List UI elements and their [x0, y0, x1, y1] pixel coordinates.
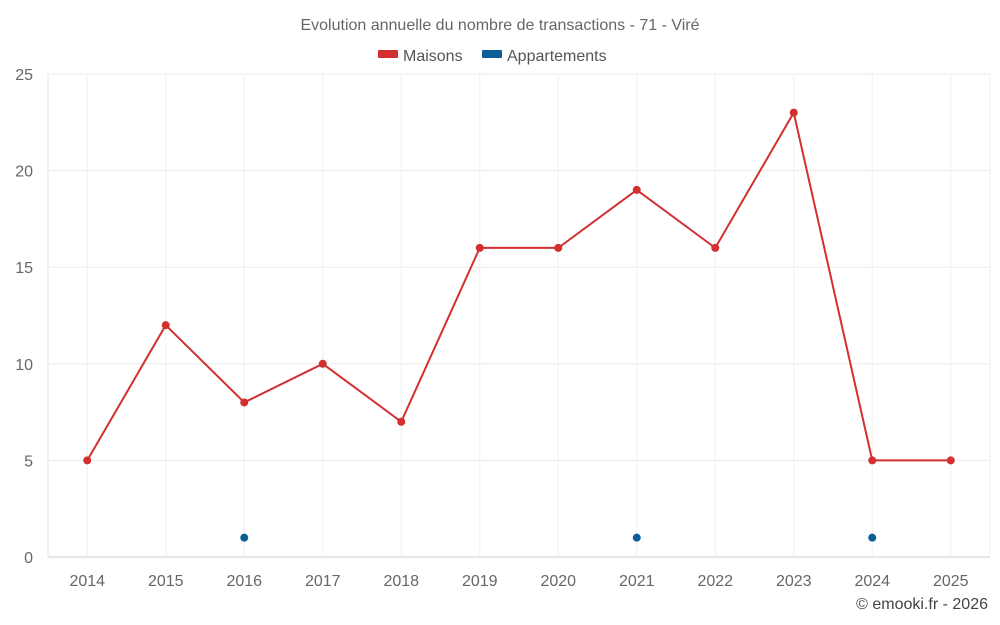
x-tick-label: 2025 — [933, 573, 969, 590]
legend[interactable]: Maisons Appartements — [378, 48, 607, 65]
data-point-appartements-2016[interactable] — [240, 533, 249, 542]
x-axis: 2014 2015 2016 2017 2018 2019 2020 2021 2022 2023… — [69, 573, 968, 590]
data-point-maisons-2014[interactable] — [83, 456, 92, 465]
data-point-maisons-2018[interactable] — [397, 417, 406, 426]
x-tick-label: 2022 — [697, 573, 733, 590]
legend-item-appartements[interactable]: Appartements — [482, 48, 607, 65]
legend-item-maisons[interactable]: Maisons — [378, 48, 463, 65]
y-tick-label: 10 — [15, 357, 33, 374]
x-tick-label: 2019 — [462, 573, 498, 590]
series-line-maisons — [86, 111, 951, 462]
data-point-maisons-2025[interactable] — [946, 456, 955, 465]
x-tick-label: 2024 — [854, 573, 890, 590]
x-tick-label: 2016 — [226, 573, 262, 590]
data-point-maisons-2024[interactable] — [868, 456, 877, 465]
data-point-maisons-2016[interactable] — [240, 398, 249, 407]
credit-text: © emooki.fr - 2026 — [856, 596, 988, 613]
data-point-maisons-2020[interactable] — [554, 243, 563, 252]
x-tick-label: 2015 — [148, 573, 184, 590]
data-point-maisons-2022[interactable] — [711, 243, 720, 252]
legend-swatch-maisons — [378, 50, 398, 58]
y-tick-label: 5 — [24, 453, 33, 470]
y-tick-label: 25 — [15, 67, 33, 84]
data-point-maisons-2017[interactable] — [318, 359, 327, 368]
grid — [47, 73, 991, 558]
series-maisons — [83, 108, 955, 465]
y-tick-label: 0 — [24, 550, 33, 567]
series-layer — [83, 108, 955, 542]
data-point-appartements-2024[interactable] — [868, 533, 877, 542]
x-tick-label: 2017 — [305, 573, 341, 590]
chart-title: Evolution annuelle du nombre de transact… — [300, 17, 699, 34]
y-tick-label: 20 — [15, 164, 33, 181]
data-point-maisons-2015[interactable] — [161, 321, 170, 330]
x-tick-label: 2021 — [619, 573, 655, 590]
data-point-maisons-2021[interactable] — [632, 185, 641, 194]
y-tick-label: 15 — [15, 260, 33, 277]
x-tick-label: 2023 — [776, 573, 812, 590]
data-point-maisons-2019[interactable] — [475, 243, 484, 252]
legend-label-maisons: Maisons — [403, 48, 463, 65]
legend-swatch-appartements — [482, 50, 502, 58]
x-tick-label: 2014 — [69, 573, 105, 590]
data-point-maisons-2023[interactable] — [789, 108, 798, 117]
x-tick-label: 2020 — [540, 573, 576, 590]
y-axis: 0 5 10 15 20 25 — [15, 67, 33, 567]
data-point-appartements-2021[interactable] — [632, 533, 641, 542]
x-tick-label: 2018 — [383, 573, 419, 590]
series-appartements — [240, 533, 877, 542]
legend-label-appartements: Appartements — [507, 48, 607, 65]
